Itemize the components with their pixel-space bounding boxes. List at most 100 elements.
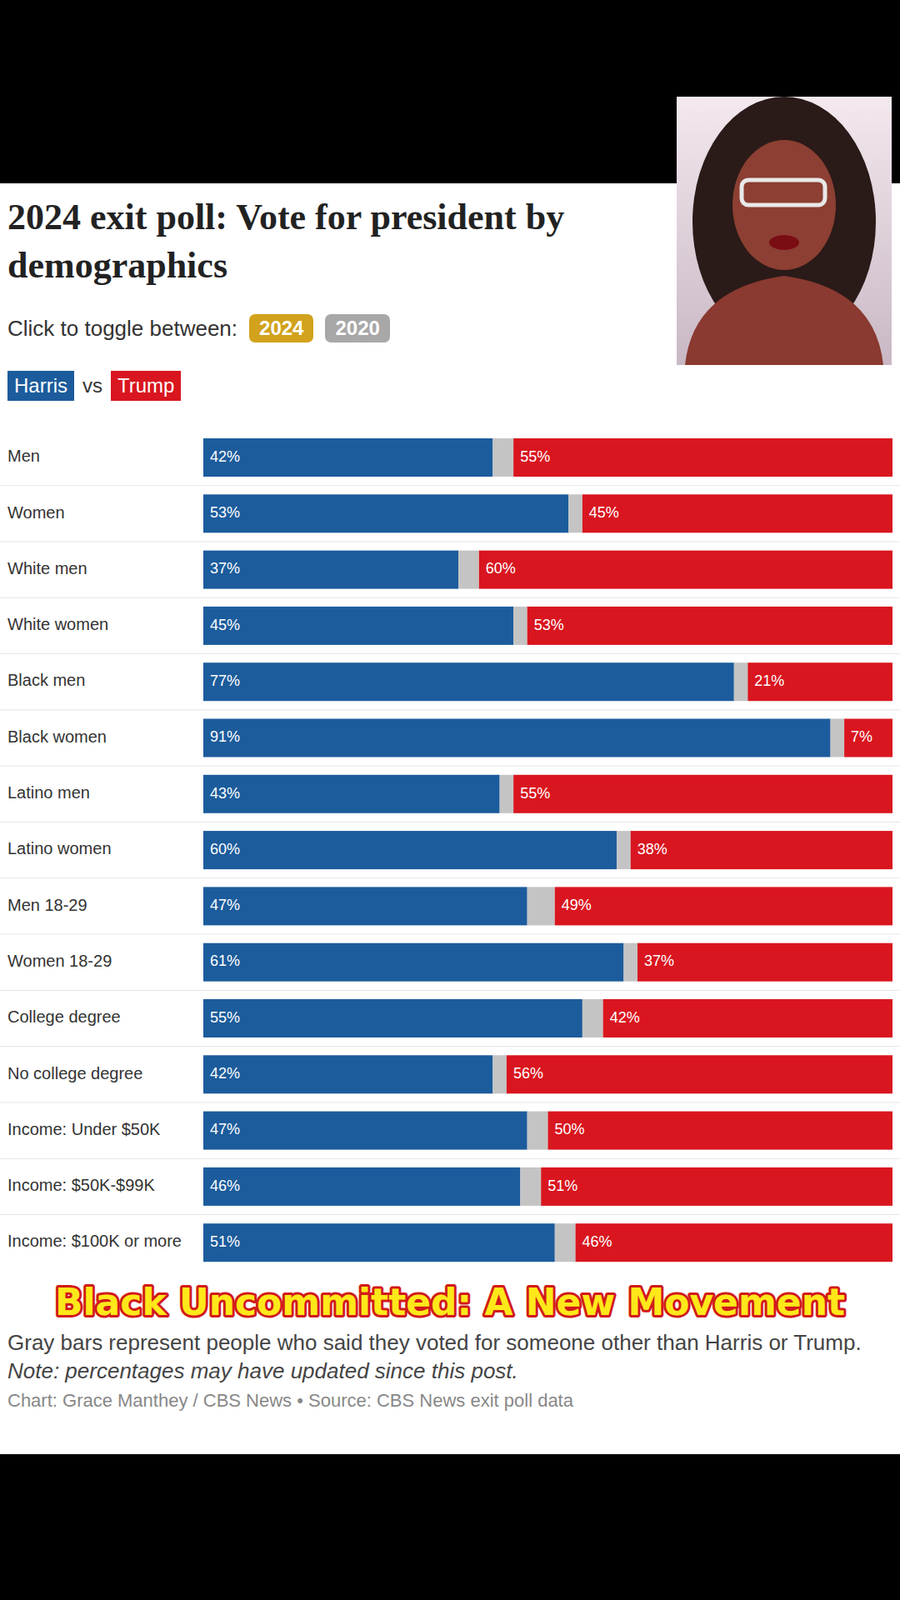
- row-separator: [0, 653, 900, 655]
- bar-segment: [203, 662, 735, 701]
- category-label: Women: [7, 503, 65, 522]
- bar-segment: [513, 438, 893, 477]
- row-separator: [0, 709, 900, 710]
- row-separator: [0, 765, 900, 767]
- data-label: 56%: [513, 1065, 544, 1082]
- bar-segment: [568, 494, 583, 533]
- data-label: 55%: [210, 1009, 240, 1026]
- bar-segment: [203, 1167, 520, 1206]
- toggle-button[interactable]: 2024: [249, 314, 314, 343]
- data-label: 43%: [210, 785, 240, 802]
- row-separator: [0, 1045, 900, 1047]
- photo-glasses: [741, 180, 825, 205]
- data-label: 91%: [210, 728, 240, 745]
- chart-title: 2024 exit poll: Vote for president by de…: [7, 193, 666, 290]
- data-label: 55%: [520, 448, 550, 465]
- legend-joiner: vs: [82, 374, 103, 398]
- bar-segment: [513, 606, 528, 645]
- data-label: 46%: [582, 1233, 613, 1250]
- row-separator: [0, 485, 900, 486]
- bar-segment: [203, 494, 569, 533]
- category-label: Women 18-29: [7, 951, 112, 970]
- data-label: 37%: [644, 952, 675, 970]
- bar-segment: [203, 438, 493, 477]
- data-label: 77%: [210, 672, 240, 690]
- chart-svg: MenWomenWhite menWhite womenBlack menBla…: [0, 416, 900, 1275]
- data-label: 51%: [547, 1177, 578, 1195]
- data-label: 47%: [210, 896, 240, 914]
- bar-segment: [603, 999, 893, 1038]
- bar-segment: [492, 1055, 507, 1094]
- data-label: 60%: [485, 560, 516, 577]
- data-label: 45%: [589, 504, 620, 521]
- toggle-button[interactable]: 2020: [325, 314, 390, 343]
- data-label: 50%: [555, 1120, 585, 1138]
- bar-segment: [203, 550, 459, 590]
- data-label: 49%: [561, 896, 592, 914]
- bar-segment: [747, 662, 893, 701]
- bar-segment: [492, 438, 514, 477]
- bar-segment: [203, 606, 514, 645]
- data-label: 42%: [210, 1065, 240, 1082]
- row-separator: [0, 1158, 900, 1160]
- data-label: 53%: [210, 504, 240, 521]
- data-label: 42%: [210, 448, 240, 465]
- category-label: Black women: [7, 727, 107, 746]
- bar-segment: [506, 1055, 893, 1094]
- category-label: White men: [7, 559, 88, 578]
- category-label: White women: [7, 615, 109, 634]
- bar-segment: [527, 886, 555, 925]
- data-label: 46%: [210, 1177, 240, 1195]
- category-label: Income: $50K-$99K: [7, 1175, 155, 1195]
- toggle-label: Click to toggle between:: [7, 315, 238, 342]
- bar-segment: [203, 775, 500, 814]
- data-label: 47%: [210, 1120, 240, 1138]
- bar-segment: [555, 886, 893, 925]
- bar-segment: [513, 775, 893, 814]
- bar-segment: [734, 662, 749, 701]
- bar-segment: [500, 775, 515, 814]
- bar-segment: [548, 1111, 894, 1150]
- bar-segment: [203, 830, 617, 870]
- photo-drawing: [676, 96, 892, 365]
- data-label: 7%: [850, 728, 873, 745]
- category-label: Black men: [7, 670, 85, 690]
- bar-segment: [555, 1223, 576, 1262]
- bar-segment: [637, 943, 893, 982]
- category-label: Latino women: [7, 839, 112, 858]
- data-labels: 42% 55% 53% 45% 37% 60% 45% 53% 77% 21% 91% 7% 43% 55…: [210, 448, 873, 1250]
- bar-segment: [623, 943, 638, 982]
- data-label: 45%: [210, 616, 240, 634]
- data-label: 61%: [210, 952, 240, 970]
- footer-note: Note: percentages may have updated since…: [7, 1356, 893, 1385]
- bar-segment: [844, 719, 893, 758]
- row-separator: [0, 990, 900, 991]
- caption: Black Uncommitted: A New Movement: [55, 1280, 845, 1324]
- data-label: 42%: [610, 1009, 640, 1026]
- photo-face: [732, 140, 836, 270]
- bar-segment: [630, 830, 893, 870]
- bar-segment: [479, 550, 893, 590]
- bar-segment: [203, 999, 583, 1038]
- row-separator: [0, 1214, 900, 1215]
- bar-segment: [616, 830, 631, 870]
- bar-segment: [203, 1111, 528, 1150]
- bars: [203, 438, 893, 1262]
- presenter-photo: [676, 96, 892, 365]
- bar-segment: [582, 494, 893, 533]
- data-label: 37%: [210, 560, 240, 577]
- bar-segment: [203, 1055, 493, 1094]
- bar-segment: [203, 943, 624, 982]
- photo-bg: [676, 96, 892, 365]
- legend-entry: Harris: [7, 370, 75, 401]
- bar-segment: [527, 1111, 549, 1150]
- bar-segment: [830, 719, 845, 758]
- category-labels: MenWomenWhite menWhite womenBlack menBla…: [7, 446, 182, 1250]
- data-label: 51%: [210, 1233, 240, 1250]
- bar-segment: [203, 719, 831, 758]
- legend-entry: Trump: [110, 370, 181, 401]
- data-label: 21%: [754, 672, 785, 690]
- category-label: College degree: [7, 1007, 121, 1026]
- data-label: 53%: [534, 616, 565, 634]
- toggle-row: Click to toggle between: 2024 2020: [7, 311, 390, 345]
